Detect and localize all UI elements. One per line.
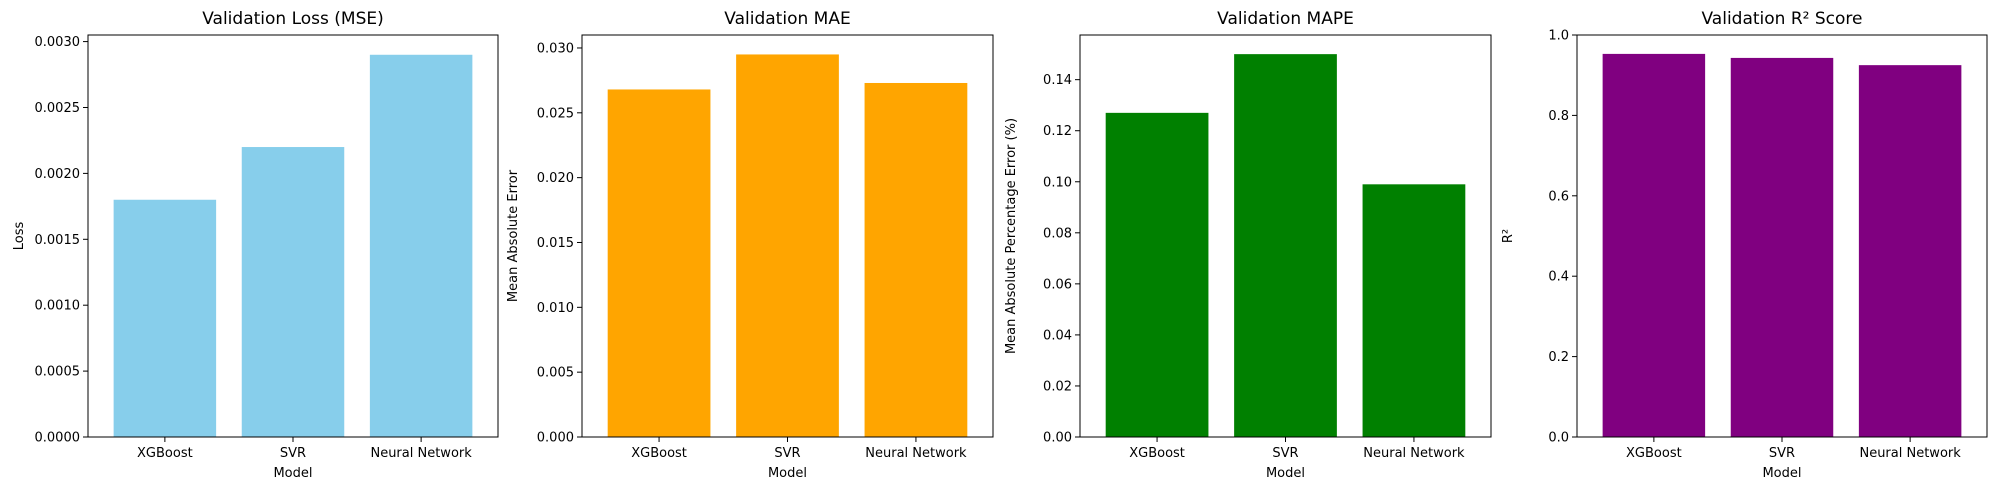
y-tick-label: 0.0005 [35, 365, 81, 380]
x-tick-label: Neural Network [370, 446, 472, 461]
bar-svr [241, 147, 345, 438]
y-tick-label: 0.6 [1548, 189, 1569, 204]
y-axis-label: R² [1501, 229, 1516, 243]
y-tick-label: 0.12 [1043, 124, 1072, 139]
bar-neural-network [864, 82, 968, 437]
y-tick-label: 0.015 [537, 236, 574, 251]
x-tick-label: SVR [774, 446, 800, 461]
y-tick-label: 0.2 [1548, 350, 1569, 365]
bar-xgboost [1602, 53, 1706, 437]
y-tick-label: 0.14 [1043, 73, 1072, 88]
x-axis-label: Model [1762, 466, 1801, 481]
chart-title: Validation R² Score [1702, 9, 1863, 29]
y-tick-label: 0.020 [537, 171, 574, 186]
y-tick-label: 0.0020 [35, 167, 81, 182]
x-tick-label: Neural Network [1363, 446, 1465, 461]
x-tick-label: Neural Network [865, 446, 967, 461]
bar-xgboost [1105, 112, 1209, 437]
x-tick-label: XGBoost [631, 446, 687, 461]
chart-title: Validation MAE [724, 9, 850, 29]
bar-neural-network [369, 54, 473, 437]
bar-xgboost [113, 199, 217, 437]
chart-panel-1: 0.0000 0.0005 0.0010 0.0015 0.0020 0.0025 0.00… [12, 9, 499, 481]
bar-xgboost [607, 89, 711, 438]
y-tick-label: 0.06 [1043, 277, 1072, 292]
y-tick-label: 0.0 [1548, 431, 1569, 446]
bar-svr [1730, 57, 1834, 437]
x-axis-label: Model [1266, 466, 1305, 481]
y-tick-label: 0.005 [537, 366, 574, 381]
y-tick-label: 0.10 [1043, 175, 1072, 190]
chart-title: Validation Loss (MSE) [202, 9, 384, 29]
x-tick-label: XGBoost [1626, 446, 1682, 461]
bar-svr [1234, 54, 1337, 438]
chart-panel-3: 0.00 0.02 0.04 0.06 0.08 0.10 0.12 0.14 XGBoost S… [1004, 9, 1492, 481]
y-tick-label: 0.8 [1548, 109, 1569, 124]
y-tick-label: 0.025 [537, 106, 574, 121]
y-tick-label: 0.000 [537, 431, 574, 446]
y-tick-label: 0.0025 [35, 101, 81, 116]
bar-neural-network [1362, 184, 1466, 437]
y-tick-label: 0.08 [1043, 226, 1072, 241]
y-tick-label: 0.010 [537, 301, 574, 316]
y-axis-label: Mean Absolute Error [506, 169, 521, 302]
chart-panel-4: 0.0 0.2 0.4 0.6 0.8 1.0 XGBoost SVR Neural Netwo… [1501, 9, 1988, 481]
y-tick-label: 0.00 [1043, 431, 1072, 446]
x-tick-label: SVR [1272, 446, 1298, 461]
y-tick-label: 0.0030 [35, 35, 81, 50]
x-tick-label: SVR [280, 446, 306, 461]
y-tick-label: 0.0010 [35, 299, 81, 314]
chart-title: Validation MAPE [1217, 9, 1354, 29]
chart-panel-2: 0.000 0.005 0.010 0.015 0.020 0.025 0.030 XGBoo… [506, 9, 994, 481]
y-tick-label: 0.02 [1043, 379, 1072, 394]
x-tick-label: Neural Network [1859, 446, 1961, 461]
y-axis-label: Loss [12, 222, 27, 251]
bar-neural-network [1858, 65, 1962, 438]
x-axis-label: Model [768, 466, 807, 481]
y-tick-label: 0.4 [1548, 270, 1569, 285]
x-tick-label: XGBoost [1129, 446, 1185, 461]
y-tick-label: 0.04 [1043, 328, 1072, 343]
bar-svr [736, 54, 839, 438]
y-tick-label: 0.0015 [35, 233, 81, 248]
y-tick-label: 1.0 [1548, 29, 1569, 44]
y-tick-label: 0.030 [537, 41, 574, 56]
y-axis-label: Mean Absolute Percentage Error (%) [1004, 118, 1019, 354]
x-tick-label: XGBoost [137, 446, 193, 461]
y-tick-label: 0.0000 [35, 431, 81, 446]
x-axis-label: Model [273, 466, 312, 481]
x-tick-label: SVR [1769, 446, 1795, 461]
